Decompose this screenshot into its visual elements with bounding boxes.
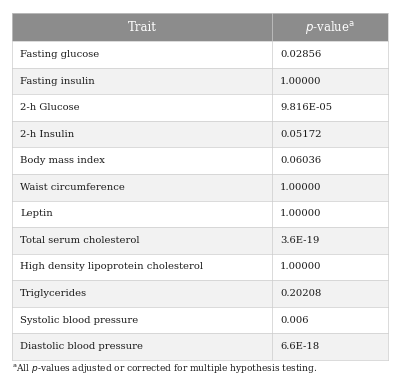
Text: Waist circumference: Waist circumference (20, 183, 125, 192)
Bar (12, 201, 388, 227)
Bar (12, 174, 388, 201)
Text: Systolic blood pressure: Systolic blood pressure (20, 316, 138, 325)
Text: Triglycerides: Triglycerides (20, 289, 87, 298)
Text: Fasting insulin: Fasting insulin (20, 77, 95, 85)
Text: 1.00000: 1.00000 (280, 183, 322, 192)
Bar (12, 94, 388, 121)
Bar (12, 280, 388, 307)
Text: Leptin: Leptin (20, 209, 53, 218)
Bar (12, 307, 388, 333)
Text: 6.6E-18: 6.6E-18 (280, 342, 319, 351)
Text: 9.816E-05: 9.816E-05 (280, 103, 332, 112)
Bar (12, 147, 388, 174)
Text: Body mass index: Body mass index (20, 156, 105, 165)
Text: High density lipoprotein cholesterol: High density lipoprotein cholesterol (20, 263, 203, 271)
Bar (12, 121, 388, 147)
Text: 0.20208: 0.20208 (280, 289, 321, 298)
Bar (12, 254, 388, 280)
Text: Trait: Trait (128, 21, 156, 34)
Bar (12, 13, 388, 41)
Text: 0.06036: 0.06036 (280, 156, 321, 165)
Bar (12, 41, 388, 68)
Text: 1.00000: 1.00000 (280, 209, 322, 218)
Text: $\it{p}$-value$^\mathrm{a}$: $\it{p}$-value$^\mathrm{a}$ (305, 19, 355, 36)
Text: $^\mathrm{a}$All $\it{p}$-values adjusted or corrected for multiple hypothesis t: $^\mathrm{a}$All $\it{p}$-values adjuste… (12, 362, 317, 375)
Text: 1.00000: 1.00000 (280, 77, 322, 85)
Text: 2-h Insulin: 2-h Insulin (20, 130, 74, 139)
Text: Fasting glucose: Fasting glucose (20, 50, 99, 59)
Text: 2-h Glucose: 2-h Glucose (20, 103, 80, 112)
Text: 3.6E-19: 3.6E-19 (280, 236, 319, 245)
Text: Total serum cholesterol: Total serum cholesterol (20, 236, 140, 245)
Text: 0.02856: 0.02856 (280, 50, 321, 59)
Bar (12, 68, 388, 94)
Text: 0.05172: 0.05172 (280, 130, 322, 139)
Bar (12, 333, 388, 360)
Text: 0.006: 0.006 (280, 316, 308, 325)
Text: 1.00000: 1.00000 (280, 263, 322, 271)
Text: Diastolic blood pressure: Diastolic blood pressure (20, 342, 143, 351)
Bar (12, 227, 388, 254)
